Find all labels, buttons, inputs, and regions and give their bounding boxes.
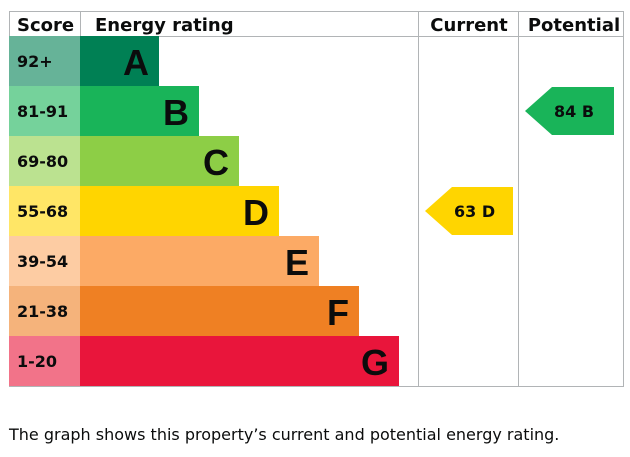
band-letter-d: D — [243, 192, 269, 233]
score-cell-f — [9, 286, 80, 336]
energy-rating-chart: Score Energy rating Current Potential 92… — [9, 11, 624, 387]
band-letter-g: G — [361, 342, 389, 383]
score-label-c: 69-80 — [17, 152, 68, 171]
band-bar-d — [80, 186, 279, 236]
score-label-b: 81-91 — [17, 102, 68, 121]
band-c: 69-80 C — [9, 136, 239, 186]
score-cell-d — [9, 186, 80, 236]
header-score: Score — [17, 15, 74, 36]
potential-rating-label: 84 B — [554, 102, 594, 121]
band-f: 21-38 F — [9, 286, 359, 336]
band-letter-c: C — [203, 142, 229, 183]
band-bar-c — [80, 136, 239, 186]
current-rating-label: 63 D — [454, 202, 495, 221]
current-indicator: 63 D — [425, 187, 513, 235]
chart-caption: The graph shows this property’s current … — [9, 425, 560, 444]
potential-indicator: 84 B — [525, 87, 614, 135]
band-bar-a — [80, 36, 159, 86]
score-cell-g — [9, 336, 80, 386]
current-arrow — [425, 187, 513, 235]
rating-bands: 92+ A 81-91 B 69-80 C 55-68 D 39-54 E 21-38 F 1-20 G — [9, 36, 399, 386]
score-cell-e — [9, 236, 80, 286]
band-letter-e: E — [285, 242, 309, 283]
header-current: Current — [430, 15, 508, 36]
rating-indicators: 63 D 84 B — [425, 87, 614, 235]
score-label-a: 92+ — [17, 52, 53, 71]
band-letter-b: B — [163, 92, 189, 133]
score-label-f: 21-38 — [17, 302, 68, 321]
score-label-d: 55-68 — [17, 202, 68, 221]
band-g: 1-20 G — [9, 336, 399, 386]
potential-arrow — [525, 87, 614, 135]
band-letter-f: F — [327, 292, 349, 333]
header-potential: Potential — [528, 15, 620, 36]
band-bar-g — [80, 336, 399, 386]
band-letter-a: A — [123, 42, 149, 83]
score-cell-c — [9, 136, 80, 186]
band-a: 92+ A — [9, 36, 159, 86]
band-b: 81-91 B — [9, 86, 199, 136]
band-bar-e — [80, 236, 319, 286]
band-e: 39-54 E — [9, 236, 319, 286]
band-bar-f — [80, 286, 359, 336]
score-cell-b — [9, 86, 80, 136]
band-d: 55-68 D — [9, 186, 279, 236]
score-cell-a — [9, 36, 80, 86]
score-label-g: 1-20 — [17, 352, 57, 371]
score-label-e: 39-54 — [17, 252, 68, 271]
band-bar-b — [80, 86, 199, 136]
header-energy-rating: Energy rating — [95, 15, 234, 36]
